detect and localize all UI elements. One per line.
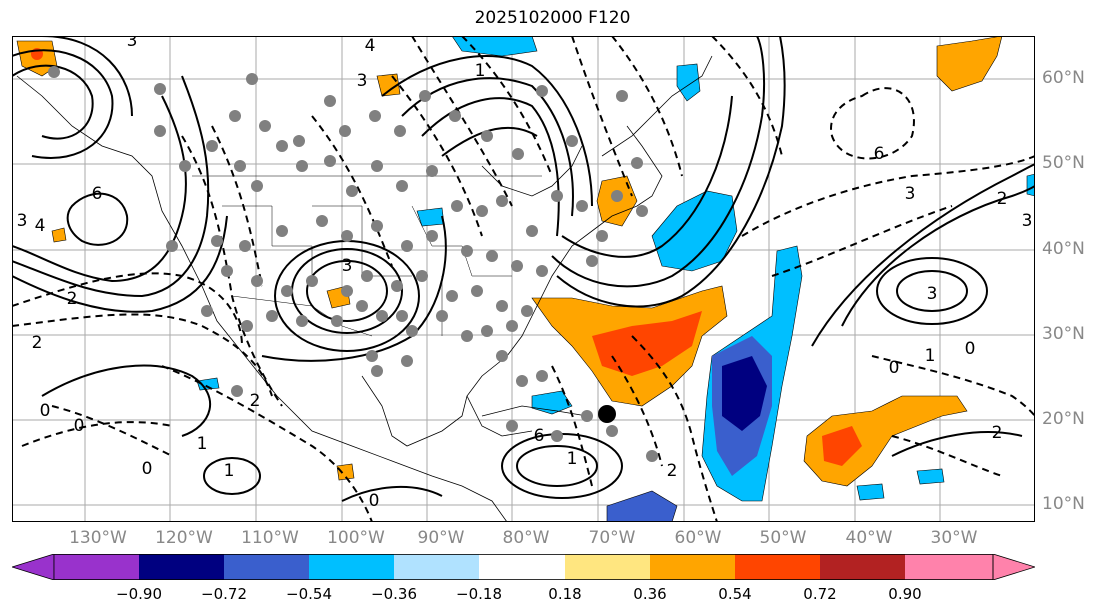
contour-label-gulf-0: 2 (250, 391, 261, 411)
colorbar-bin-8 (650, 554, 735, 580)
contour-label-west-1: 4 (35, 216, 46, 236)
colorbar-bin-5 (394, 554, 479, 580)
storm-center-marker (598, 405, 616, 423)
contour-label-atlantic-6: 0 (965, 339, 976, 359)
positive-anomaly-east (803, 395, 968, 487)
cb-tick-label: −0.36 (371, 585, 417, 603)
contour-label-atlantic-3: 2 (997, 189, 1008, 209)
colorbar-extend-high (992, 554, 1035, 580)
cb-tick-label: 0.72 (803, 585, 837, 603)
cb-tick-label: 0.18 (548, 585, 582, 603)
lon-label-130w: 130°W (69, 528, 127, 548)
lon-label-60w: 60°W (674, 528, 722, 548)
contour-label-west-6: 1 (197, 434, 208, 454)
contour-label-center-low: 3 (342, 256, 353, 276)
colorbar-bin-7 (565, 554, 650, 580)
contour-label-west-7: 1 (224, 461, 235, 481)
lat-label-30n: 30°N (1042, 324, 1085, 344)
contour-label-north-0: 4 (365, 36, 376, 56)
contour-label-west-5: 0 (74, 416, 85, 436)
cb-tick-label: 0.54 (718, 585, 752, 603)
contour-label-nw-high: 6 (92, 184, 103, 204)
cb-tick-label: −0.72 (201, 585, 247, 603)
lat-label-40n: 40°N (1042, 239, 1085, 259)
contour-label-west-8: 0 (142, 459, 153, 479)
contour-label-atlantic-1: 3 (927, 284, 938, 304)
contour-label-west-4: 0 (40, 401, 51, 421)
lat-label-20n: 20°N (1042, 409, 1085, 429)
lon-label-80w: 80°W (502, 528, 550, 548)
plot-title: 2025102000 F120 (474, 8, 631, 28)
lon-label-70w: 70°W (588, 528, 636, 548)
colorbar-bin-11 (905, 554, 993, 580)
colorbar-bin-1 (54, 554, 139, 580)
lat-label-10n: 10°N (1042, 494, 1085, 514)
contour-label-atlantic-4: 3 (1022, 211, 1033, 231)
colorbar-bin-9 (735, 554, 820, 580)
map-panel: 3 6 3 4 2 2 0 0 1 1 0 3 4 3 1 2 0 1 6 6 … (12, 36, 1035, 522)
contour-label-north-2: 1 (475, 61, 486, 81)
lon-label-120w: 120°W (155, 528, 213, 548)
shaded-anomalies (16, 36, 1035, 522)
borders (192, 175, 542, 337)
contour-label-west-3: 2 (32, 333, 43, 353)
colorbar-extend-low (12, 554, 55, 580)
lat-label-50n: 50°N (1042, 153, 1085, 173)
contour-label-atlantic-5: 1 (925, 346, 936, 366)
contour-label-atlantic-7: 0 (889, 358, 900, 378)
colorbar-bin-10 (820, 554, 905, 580)
lon-label-90w: 90°W (417, 528, 465, 548)
contour-label-gulf-2: 1 (567, 449, 578, 469)
colorbar (12, 554, 1035, 580)
contour-label-gulf-3: 6 (534, 426, 545, 446)
contour-label-atlantic-2: 3 (905, 184, 916, 204)
contour-label-west-0: 3 (17, 211, 28, 231)
contour-label-north-1: 3 (357, 71, 368, 91)
cb-tick-label: −0.54 (286, 585, 332, 603)
contour-label-atlantic-0: 6 (874, 144, 885, 164)
contour-label-west-2: 2 (67, 289, 78, 309)
contour-label-nw-low: 3 (127, 36, 138, 51)
contour-label-atlantic-8: 2 (992, 423, 1003, 443)
colorbar-bin-2 (139, 554, 224, 580)
lon-label-30w: 30°W (930, 528, 978, 548)
cb-tick-label: −0.18 (456, 585, 502, 603)
lon-label-100w: 100°W (327, 528, 385, 548)
lat-label-60n: 60°N (1042, 68, 1085, 88)
contour-label-atlantic-9: 2 (667, 461, 678, 481)
station-dots (48, 66, 658, 462)
contours-solid (12, 36, 1035, 502)
colorbar-bin-6 (479, 554, 565, 580)
coastlines (16, 55, 713, 522)
colorbar-bin-4 (309, 554, 394, 580)
colorbar-bin-3 (224, 554, 309, 580)
lon-label-50w: 50°W (759, 528, 807, 548)
cb-tick-label: −0.90 (116, 585, 162, 603)
contours-dashed (12, 36, 1035, 522)
lon-label-40w: 40°W (845, 528, 893, 548)
cb-tick-label: 0.36 (633, 585, 667, 603)
cb-tick-label: 0.90 (888, 585, 922, 603)
negative-anomaly-northeast (651, 190, 738, 272)
contour-label-gulf-1: 0 (369, 491, 380, 511)
lon-label-110w: 110°W (241, 528, 299, 548)
